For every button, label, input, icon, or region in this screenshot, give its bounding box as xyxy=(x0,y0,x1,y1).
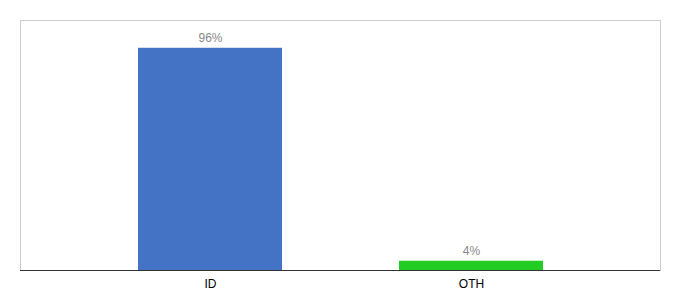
svg-text:4%: 4% xyxy=(463,244,481,258)
svg-text:96%: 96% xyxy=(198,31,222,45)
svg-text:ID: ID xyxy=(205,277,217,291)
svg-text:OTH: OTH xyxy=(459,277,484,291)
